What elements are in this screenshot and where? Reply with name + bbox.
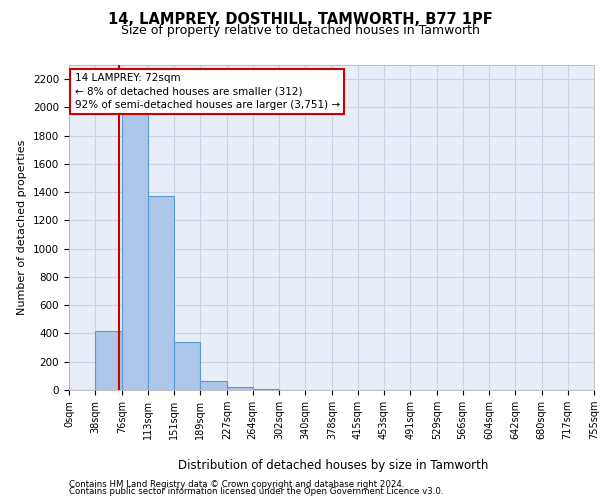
Y-axis label: Number of detached properties: Number of detached properties xyxy=(17,140,28,315)
Text: 14 LAMPREY: 72sqm
← 8% of detached houses are smaller (312)
92% of semi-detached: 14 LAMPREY: 72sqm ← 8% of detached house… xyxy=(74,74,340,110)
Text: Contains public sector information licensed under the Open Government Licence v3: Contains public sector information licen… xyxy=(69,487,443,496)
Bar xyxy=(200,381,227,390)
Text: Size of property relative to detached houses in Tamworth: Size of property relative to detached ho… xyxy=(121,24,479,37)
Text: 14, LAMPREY, DOSTHILL, TAMWORTH, B77 1PF: 14, LAMPREY, DOSTHILL, TAMWORTH, B77 1PF xyxy=(107,12,493,28)
Bar xyxy=(148,196,174,390)
Bar xyxy=(227,387,253,390)
Bar xyxy=(174,342,200,390)
Text: Contains HM Land Registry data © Crown copyright and database right 2024.: Contains HM Land Registry data © Crown c… xyxy=(69,480,404,489)
Bar xyxy=(122,94,148,390)
Text: Distribution of detached houses by size in Tamworth: Distribution of detached houses by size … xyxy=(178,460,488,472)
Bar xyxy=(95,330,122,390)
